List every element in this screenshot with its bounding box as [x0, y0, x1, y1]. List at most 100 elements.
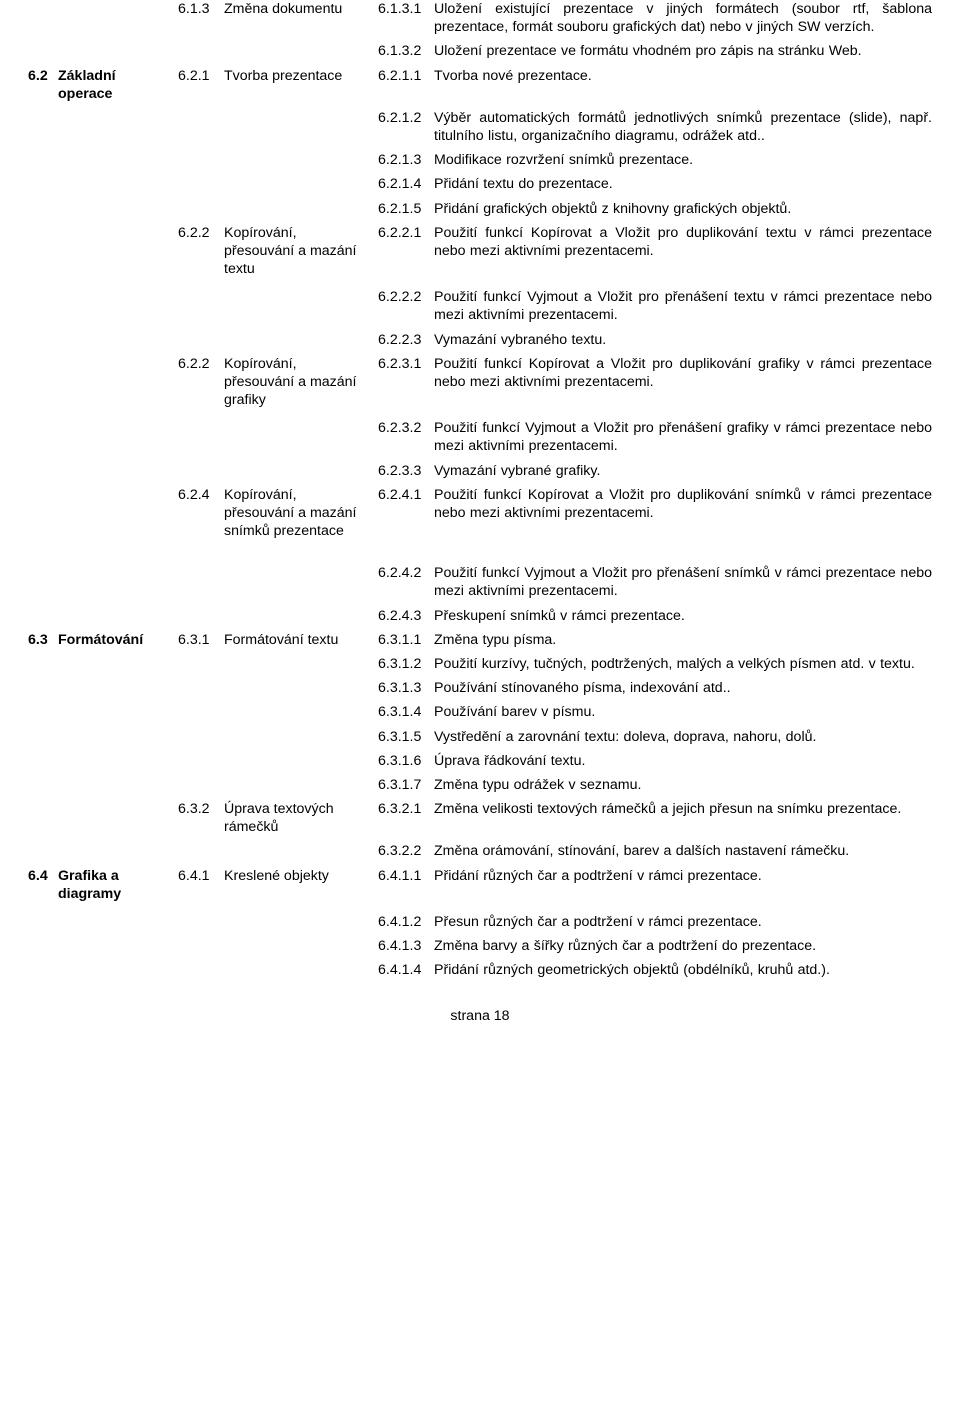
row: 6.3.1.6 Úprava řádkování textu. [28, 752, 932, 770]
item-num: 6.2.1.4 [378, 175, 434, 193]
item-text: Přidání různých geometrických objektů (o… [434, 961, 932, 979]
subcat-label: Formátování textu [224, 631, 368, 649]
subcat-label: Tvorba prezentace [224, 67, 368, 85]
item-text: Použití funkcí Kopírovat a Vložit pro du… [434, 486, 932, 522]
item-text: Přesun různých čar a podtržení v rámci p… [434, 913, 932, 931]
item-text: Změna velikosti textových rámečků a jeji… [434, 800, 932, 818]
row: 6.4.1.3 Změna barvy a šířky různých čar … [28, 937, 932, 955]
item-text: Uložení prezentace ve formátu vhodném pr… [434, 42, 932, 60]
row: 6.2.1.4 Přidání textu do prezentace. [28, 175, 932, 193]
subcat-num: 6.2.4 [178, 486, 224, 541]
item-text: Používání stínovaného písma, indexování … [434, 679, 932, 697]
item-text: Přidání textu do prezentace. [434, 175, 932, 193]
row: 6.3.2 Úprava textových rámečků 6.3.2.1 Z… [28, 800, 932, 836]
item-text: Tvorba nové prezentace. [434, 67, 932, 85]
item-num: 6.3.1.1 [378, 631, 434, 649]
row: 6.2.4.2 Použití funkcí Vyjmout a Vložit … [28, 564, 932, 600]
item-text: Použití kurzívy, tučných, podtržených, m… [434, 655, 932, 673]
cat-num: 6.2 [28, 67, 58, 103]
item-num: 6.2.2.1 [378, 224, 434, 260]
row: 6.2.2.3 Vymazání vybraného textu. [28, 331, 932, 349]
item-num: 6.3.1.7 [378, 776, 434, 794]
page-footer: strana 18 [28, 1007, 932, 1025]
cat-num: 6.3 [28, 631, 58, 649]
row: 6.1.3 Změna dokumentu 6.1.3.1 Uložení ex… [28, 0, 932, 36]
subcat-label: Kreslené objekty [224, 867, 368, 885]
item-num: 6.1.3.2 [378, 42, 434, 60]
item-num: 6.3.1.5 [378, 728, 434, 746]
row: 6.3.1.5 Vystředění a zarovnání textu: do… [28, 728, 932, 746]
row: 6.2.1.3 Modifikace rozvržení snímků prez… [28, 151, 932, 169]
row: 6.2.3.2 Použití funkcí Vyjmout a Vložit … [28, 419, 932, 455]
subcat-num: 6.3.2 [178, 800, 224, 836]
row: 6.3.1.4 Používání barev v písmu. [28, 703, 932, 721]
item-num: 6.2.1.5 [378, 200, 434, 218]
item-text: Modifikace rozvržení snímků prezentace. [434, 151, 932, 169]
item-text: Přidání různých čar a podtržení v rámci … [434, 867, 932, 885]
item-text: Uložení existující prezentace v jiných f… [434, 0, 932, 36]
row: 6.3.1.7 Změna typu odrážek v seznamu. [28, 776, 932, 794]
subcat-num: 6.1.3 [178, 0, 224, 18]
row: 6.1.3.2 Uložení prezentace ve formátu vh… [28, 42, 932, 60]
cat-label: Grafika a diagramy [58, 867, 172, 903]
subcat-label: Kopírování, přesouvání a mazání snímků p… [224, 486, 368, 541]
item-num: 6.2.3.3 [378, 462, 434, 480]
item-num: 6.4.1.3 [378, 937, 434, 955]
item-text: Používání barev v písmu. [434, 703, 932, 721]
cat-label: Základní operace [58, 67, 172, 103]
cat-num: 6.4 [28, 867, 58, 903]
row: 6.3 Formátování 6.3.1 Formátování textu … [28, 631, 932, 649]
item-text: Použití funkcí Vyjmout a Vložit pro přen… [434, 288, 932, 324]
item-text: Vymazání vybraného textu. [434, 331, 932, 349]
row: 6.3.1.2 Použití kurzívy, tučných, podtrž… [28, 655, 932, 673]
item-num: 6.3.1.2 [378, 655, 434, 673]
subcat-num: 6.3.1 [178, 631, 224, 649]
cat-label: Formátování [58, 631, 172, 649]
item-text: Přeskupení snímků v rámci prezentace. [434, 607, 932, 625]
row: 6.2.4.3 Přeskupení snímků v rámci prezen… [28, 607, 932, 625]
item-text: Změna typu písma. [434, 631, 932, 649]
item-text: Vystředění a zarovnání textu: doleva, do… [434, 728, 932, 746]
item-text: Změna barvy a šířky různých čar a podtrž… [434, 937, 932, 955]
row: 6.2.1.2 Výběr automatických formátů jedn… [28, 109, 932, 145]
row: 6.2.2 Kopírování, přesouvání a mazání gr… [28, 355, 932, 410]
row: 6.3.1.3 Používání stínovaného písma, ind… [28, 679, 932, 697]
subcat-num: 6.2.2 [178, 355, 224, 410]
item-num: 6.4.1.4 [378, 961, 434, 979]
item-num: 6.3.1.4 [378, 703, 434, 721]
row: 6.2.1.5 Přidání grafických objektů z kni… [28, 200, 932, 218]
item-num: 6.4.1.2 [378, 913, 434, 931]
item-num: 6.3.1.6 [378, 752, 434, 770]
item-text: Použití funkcí Vyjmout a Vložit pro přen… [434, 419, 932, 455]
item-num: 6.2.1.3 [378, 151, 434, 169]
item-text: Změna typu odrážek v seznamu. [434, 776, 932, 794]
item-text: Použití funkcí Vyjmout a Vložit pro přen… [434, 564, 932, 600]
subcat-label: Úprava textových rámečků [224, 800, 368, 836]
row: 6.4.1.4 Přidání různých geometrických ob… [28, 961, 932, 979]
item-num: 6.2.4.1 [378, 486, 434, 522]
subcat-label: Kopírování, přesouvání a mazání grafiky [224, 355, 368, 410]
item-num: 6.2.2.2 [378, 288, 434, 324]
item-text: Použití funkcí Kopírovat a Vložit pro du… [434, 224, 932, 260]
item-text: Změna orámování, stínování, barev a dalš… [434, 842, 932, 860]
row: 6.2.2 Kopírování, přesouvání a mazání te… [28, 224, 932, 279]
subcat-label: Kopírování, přesouvání a mazání textu [224, 224, 368, 279]
item-text: Použití funkcí Kopírovat a Vložit pro du… [434, 355, 932, 391]
item-num: 6.2.1.2 [378, 109, 434, 145]
subcat-num: 6.2.2 [178, 224, 224, 279]
row: 6.4 Grafika a diagramy 6.4.1 Kreslené ob… [28, 867, 932, 903]
item-num: 6.2.3.2 [378, 419, 434, 455]
item-text: Výběr automatických formátů jednotlivých… [434, 109, 932, 145]
item-text: Přidání grafických objektů z knihovny gr… [434, 200, 932, 218]
item-num: 6.2.4.2 [378, 564, 434, 600]
row: 6.2.4 Kopírování, přesouvání a mazání sn… [28, 486, 932, 541]
subcat-label: Změna dokumentu [224, 0, 368, 18]
item-num: 6.2.1.1 [378, 67, 434, 85]
item-num: 6.3.1.3 [378, 679, 434, 697]
item-num: 6.1.3.1 [378, 0, 434, 36]
subcat-num: 6.2.1 [178, 67, 224, 85]
row: 6.2 Základní operace 6.2.1 Tvorba prezen… [28, 67, 932, 103]
item-num: 6.3.2.1 [378, 800, 434, 818]
item-num: 6.2.4.3 [378, 607, 434, 625]
row: 6.2.2.2 Použití funkcí Vyjmout a Vložit … [28, 288, 932, 324]
